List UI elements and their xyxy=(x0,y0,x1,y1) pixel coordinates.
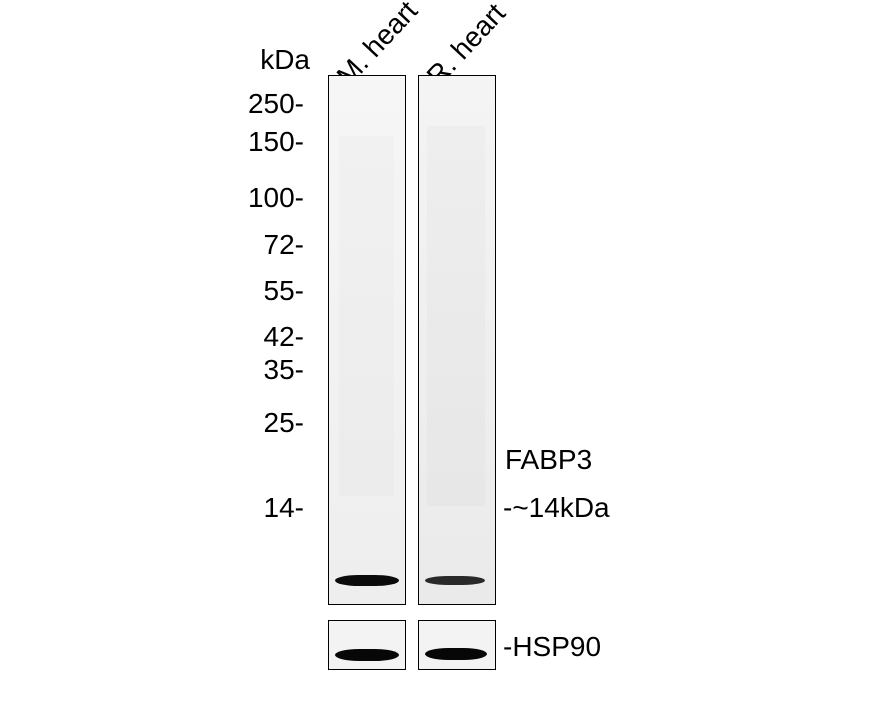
mw-label: 25- xyxy=(0,407,304,439)
band-fabp3-lane2 xyxy=(425,576,485,585)
mw-label: 55- xyxy=(0,275,304,307)
mw-label: 100- xyxy=(0,182,304,214)
loading-control-label: -HSP90 xyxy=(503,631,601,663)
blot-lane-2 xyxy=(418,75,496,605)
unit-text: kDa xyxy=(260,44,310,75)
loading-control-lane-2 xyxy=(418,620,496,670)
western-blot-figure: kDa M. heart R. heart 250- 150- 100- 72-… xyxy=(0,0,888,711)
blot-lane-1 xyxy=(328,75,406,605)
observed-mw-label: -~14kDa xyxy=(503,492,610,524)
unit-label: kDa xyxy=(0,44,310,76)
band-hsp90-lane2 xyxy=(425,648,487,660)
mw-label: 35- xyxy=(0,354,304,386)
mw-label: 250- xyxy=(0,88,304,120)
band-hsp90-lane1 xyxy=(335,649,399,661)
target-protein-label: FABP3 xyxy=(505,444,592,476)
band-fabp3-lane1 xyxy=(335,575,399,586)
mw-label: 72- xyxy=(0,229,304,261)
mw-label: 150- xyxy=(0,126,304,158)
loading-control-lane-1 xyxy=(328,620,406,670)
mw-label: 42- xyxy=(0,321,304,353)
mw-label: 14- xyxy=(0,492,304,524)
